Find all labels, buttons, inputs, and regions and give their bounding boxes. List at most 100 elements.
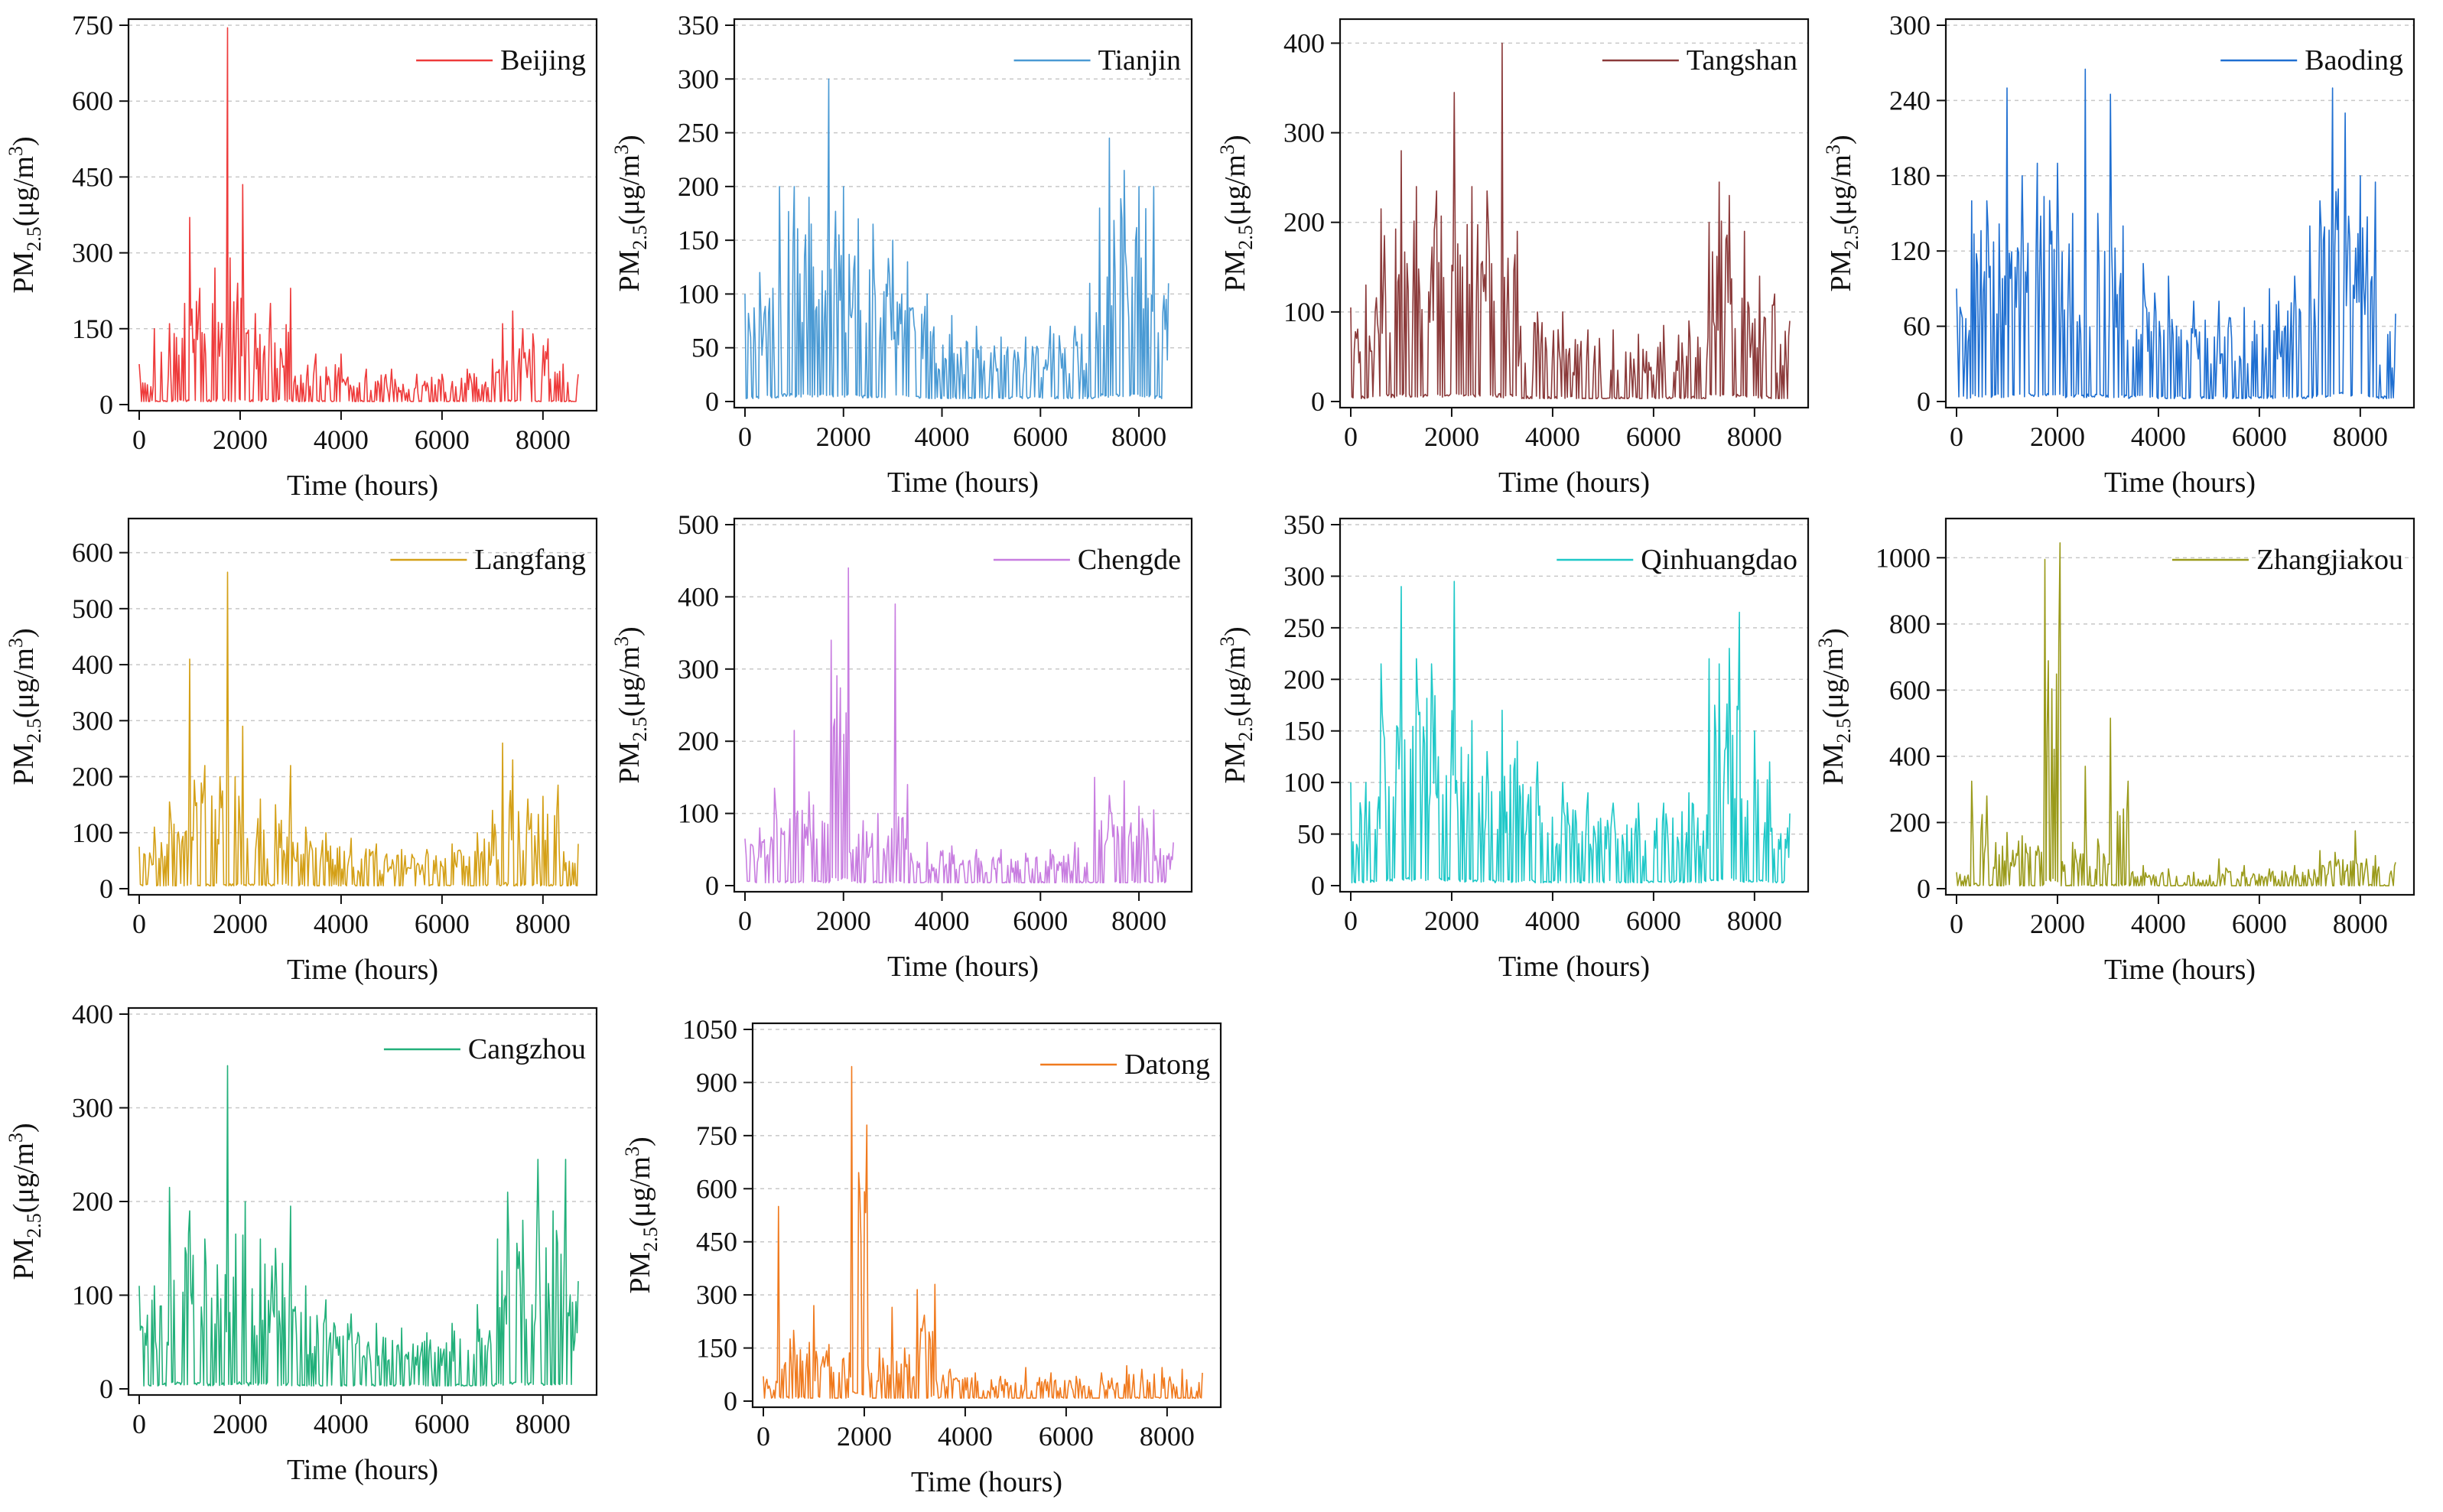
ytick-label-baoding-2: 120: [1889, 236, 1931, 266]
yaxis-title-baoding: PM2.5(μg/m3): [1822, 135, 1862, 291]
xtick-label-qinhuangdao-0: 0: [1344, 906, 1358, 936]
xtick-label-chengde-4: 8000: [1111, 906, 1166, 936]
xtick-label-beijing-2: 4000: [314, 424, 369, 455]
yaxis-title-unit-beijing: (μg/m: [8, 156, 40, 226]
xtick-label-chengde-2: 4000: [915, 906, 970, 936]
yaxis-title-sup-zhangjiakou: 3: [1814, 638, 1836, 648]
ytick-label-cangzhou-0: 0: [99, 1374, 113, 1404]
xtick-label-tianjin-4: 8000: [1111, 421, 1166, 452]
legend-label-langfang: Langfang: [474, 544, 586, 576]
ytick-label-chengde-2: 200: [678, 726, 719, 756]
ytick-label-tianjin-3: 150: [678, 225, 719, 255]
chart-beijing: 0 150 300 450 600 750 0 2000 4000 6000 8000 Time (h…: [5, 10, 598, 502]
plot-frame-langfang: [127, 517, 598, 896]
ytick-label-langfang-0: 0: [99, 873, 113, 904]
yaxis-title-close-baoding: ): [1825, 135, 1857, 145]
xtick-label-langfang-2: 4000: [314, 909, 369, 939]
yaxis-title-sub-datong: 2.5: [639, 1227, 662, 1252]
yaxis-title-sup-beijing: 3: [5, 146, 27, 156]
xtick-label-chengde-1: 2000: [816, 906, 871, 936]
ytick-label-cangzhou-2: 200: [72, 1186, 113, 1217]
ytick-label-langfang-4: 400: [72, 649, 113, 680]
xaxis-title-zhangjiakou: Time (hours): [2104, 954, 2256, 986]
xtick-label-tianjin-2: 4000: [915, 421, 970, 452]
chart-zhangjiakou: 0 200 400 600 800 1000 0 2000 4000 6000 8000 Time (…: [1814, 517, 2415, 986]
ytick-label-qinhuangdao-3: 150: [1283, 716, 1325, 746]
yaxis-title-unit-datong: (μg/m: [624, 1156, 656, 1227]
xtick-label-langfang-0: 0: [132, 909, 146, 939]
yaxis-title-sup-chengde: 3: [610, 636, 633, 646]
series-line-zhangjiakou: [1956, 542, 2396, 886]
yaxis-title-unit-baoding: (μg/m: [1825, 154, 1857, 225]
ytick-label-zhangjiakou-2: 400: [1889, 741, 1931, 772]
xtick-label-cangzhou-0: 0: [132, 1409, 146, 1439]
yaxis-title-main-zhangjiakou: PM: [1817, 743, 1849, 785]
ytick-label-beijing-4: 600: [72, 86, 113, 116]
plot-frame-baoding: [1944, 18, 2415, 409]
xaxis-title-chengde: Time (hours): [887, 951, 1039, 983]
xtick-label-baoding-0: 0: [1950, 421, 1963, 452]
ytick-label-langfang-5: 500: [72, 593, 113, 624]
ytick-label-tianjin-0: 0: [705, 386, 719, 417]
chart-chengde: 0 100 200 300 400 500 0 2000 4000 6000 8000 Time (h…: [610, 509, 1193, 983]
yaxis-title-sub-tianjin: 2.5: [629, 225, 651, 250]
ytick-label-qinhuangdao-5: 250: [1283, 613, 1325, 643]
yaxis-title-sub-beijing: 2.5: [23, 226, 45, 252]
yaxis-title-sub-baoding: 2.5: [1840, 225, 1862, 250]
xtick-label-chengde-0: 0: [738, 906, 752, 936]
yaxis-title-unit-tangshan: (μg/m: [1219, 154, 1251, 225]
ytick-label-zhangjiakou-0: 0: [1917, 873, 1931, 904]
xtick-label-datong-0: 0: [756, 1421, 770, 1452]
yaxis-title-sup-langfang: 3: [5, 638, 27, 648]
yaxis-title-unit-langfang: (μg/m: [8, 648, 40, 718]
xtick-label-cangzhou-4: 8000: [516, 1409, 571, 1439]
yaxis-title-sub-zhangjiakou: 2.5: [1833, 718, 1855, 743]
xtick-label-tianjin-3: 6000: [1013, 421, 1068, 452]
ytick-label-tianjin-6: 300: [678, 63, 719, 94]
series-line-datong: [763, 1065, 1203, 1399]
yaxis-title-sup-cangzhou: 3: [5, 1133, 27, 1143]
ytick-label-cangzhou-3: 300: [72, 1093, 113, 1123]
legend-label-datong: Datong: [1124, 1049, 1210, 1081]
ytick-label-qinhuangdao-6: 300: [1283, 561, 1325, 591]
yaxis-title-sub-qinhuangdao: 2.5: [1235, 717, 1257, 742]
ytick-label-tangshan-0: 0: [1311, 386, 1325, 417]
ytick-label-baoding-0: 0: [1917, 386, 1931, 417]
series-line-chengde: [744, 567, 1174, 883]
yaxis-title-cangzhou: PM2.5(μg/m3): [5, 1123, 45, 1280]
ytick-label-tianjin-7: 350: [678, 10, 719, 41]
legend-label-zhangjiakou: Zhangjiakou: [2256, 544, 2403, 576]
xtick-label-tangshan-3: 6000: [1626, 421, 1681, 452]
plot-frame-chengde: [733, 517, 1193, 893]
ytick-label-cangzhou-4: 400: [72, 999, 113, 1029]
ytick-label-langfang-6: 600: [72, 538, 113, 568]
ytick-label-datong-4: 600: [696, 1173, 737, 1204]
ytick-label-langfang-1: 100: [72, 818, 113, 848]
ytick-label-langfang-3: 300: [72, 705, 113, 736]
xtick-label-datong-3: 6000: [1039, 1421, 1094, 1452]
xtick-label-datong-1: 2000: [837, 1421, 892, 1452]
ytick-label-datong-0: 0: [724, 1386, 737, 1416]
series-line-qinhuangdao: [1350, 580, 1791, 883]
ytick-label-baoding-5: 300: [1889, 10, 1931, 41]
yaxis-title-unit-cangzhou: (μg/m: [8, 1143, 40, 1213]
yaxis-title-close-qinhuangdao: ): [1219, 626, 1251, 636]
yaxis-title-sub-cangzhou: 2.5: [23, 1213, 45, 1238]
ytick-label-qinhuangdao-0: 0: [1311, 870, 1325, 901]
series-line-cangzhou: [138, 1065, 579, 1387]
legend-label-beijing: Beijing: [500, 44, 586, 76]
yaxis-title-datong: PM2.5(μg/m3): [621, 1136, 662, 1293]
series-line-tianjin: [744, 78, 1169, 399]
yaxis-title-main-tangshan: PM: [1219, 250, 1251, 292]
yaxis-title-qinhuangdao: PM2.5(μg/m3): [1216, 626, 1257, 783]
xtick-label-cangzhou-2: 4000: [314, 1409, 369, 1439]
ytick-label-chengde-3: 300: [678, 654, 719, 684]
xaxis-title-cangzhou: Time (hours): [287, 1454, 438, 1486]
yaxis-title-main-datong: PM: [624, 1252, 656, 1294]
ytick-label-cangzhou-1: 100: [72, 1280, 113, 1311]
xtick-label-chengde-3: 6000: [1013, 906, 1068, 936]
ytick-label-tangshan-4: 400: [1283, 28, 1325, 58]
ytick-label-baoding-3: 180: [1889, 161, 1931, 191]
